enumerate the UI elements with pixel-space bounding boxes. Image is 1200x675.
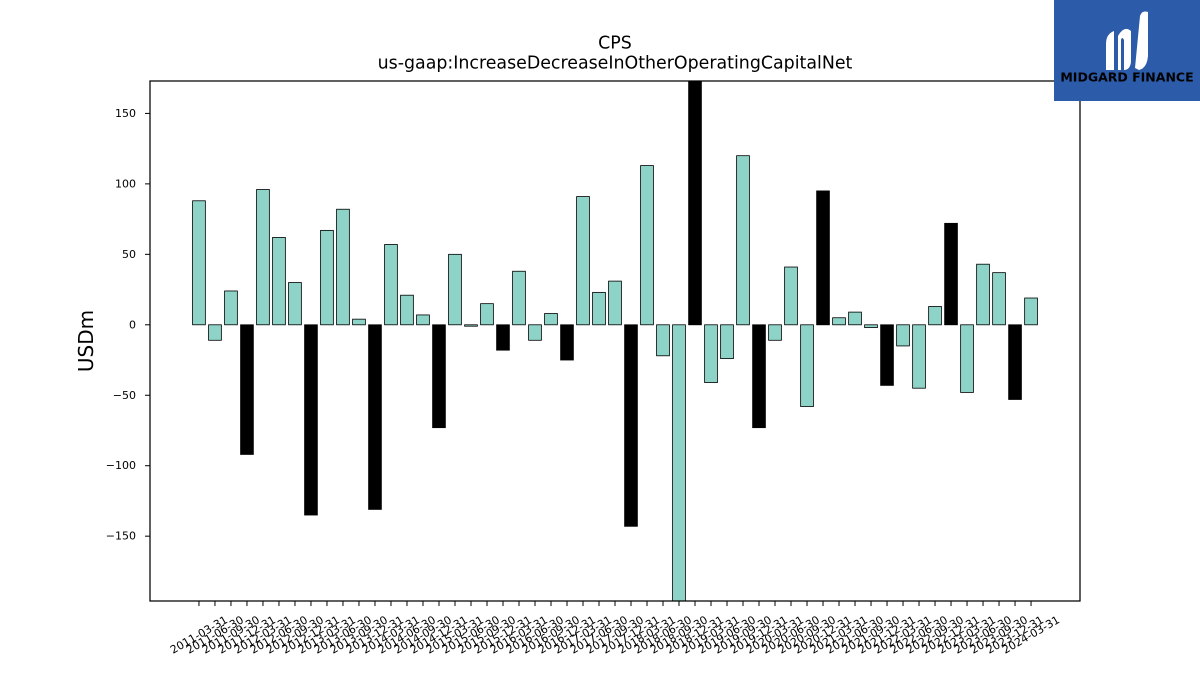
bar [736, 155, 750, 326]
bar [960, 324, 974, 393]
bar [240, 324, 254, 455]
y-tick-label: 50 [122, 248, 136, 261]
bar [272, 237, 286, 326]
bar [576, 196, 590, 326]
bar [304, 324, 318, 516]
chart-title: CPS [598, 34, 632, 54]
bar [336, 208, 350, 326]
bar [416, 314, 430, 326]
bar [896, 324, 910, 347]
bar [928, 306, 942, 326]
bar [288, 282, 302, 326]
bar [368, 324, 382, 510]
bar [912, 324, 926, 389]
bar [352, 318, 366, 326]
brand-name: MIDGARD FINANCE [1060, 70, 1193, 85]
bar [256, 189, 270, 326]
brand-logo: MIDGARD FINANCE [1054, 0, 1200, 101]
bar [848, 311, 862, 326]
y-tick-label: 100 [115, 177, 136, 190]
y-tick-label: −50 [113, 389, 136, 402]
bar [528, 324, 542, 341]
bar [1008, 324, 1022, 400]
bar [224, 290, 238, 326]
midgard-logo-icon [1106, 11, 1148, 70]
bar [800, 324, 814, 407]
bar [320, 229, 334, 326]
bar [592, 291, 606, 326]
bar [656, 324, 670, 357]
bar [880, 324, 894, 386]
bar [640, 165, 654, 326]
bar [496, 324, 510, 351]
bar [544, 313, 558, 326]
y-tick-label: −100 [106, 459, 136, 472]
bar [784, 266, 798, 326]
bar [400, 294, 414, 326]
bar [816, 190, 830, 326]
bar [608, 280, 622, 326]
bar [384, 244, 398, 326]
bar [464, 324, 478, 327]
bar [976, 263, 990, 326]
bar [672, 324, 686, 601]
y-tick-label: 0 [129, 318, 136, 331]
bar [560, 324, 574, 361]
bar [192, 200, 206, 326]
bar [1024, 297, 1038, 326]
bar [864, 324, 878, 329]
chart-subtitle: us-gaap:IncreaseDecreaseInOtherOperating… [378, 54, 853, 74]
y-axis: −150 −100 −50 0 50 100 150 [106, 107, 150, 543]
bar [944, 222, 958, 326]
y-tick-label: 150 [115, 107, 136, 120]
bar [992, 272, 1006, 326]
bar [448, 253, 462, 326]
bar [208, 324, 222, 341]
y-axis-label: USDm [74, 310, 98, 372]
bar [752, 324, 766, 429]
bar [432, 324, 446, 429]
bar [512, 270, 526, 326]
bar [768, 324, 782, 341]
x-axis: 2011-03-312011-06-302011-09-302011-12-31… [168, 601, 1062, 657]
bar [688, 81, 702, 326]
bar [624, 324, 638, 527]
bar [480, 303, 494, 326]
bar [832, 317, 846, 326]
bar [720, 324, 734, 360]
bar [704, 324, 718, 383]
y-tick-label: −150 [106, 530, 136, 543]
bars-group [192, 81, 1038, 601]
